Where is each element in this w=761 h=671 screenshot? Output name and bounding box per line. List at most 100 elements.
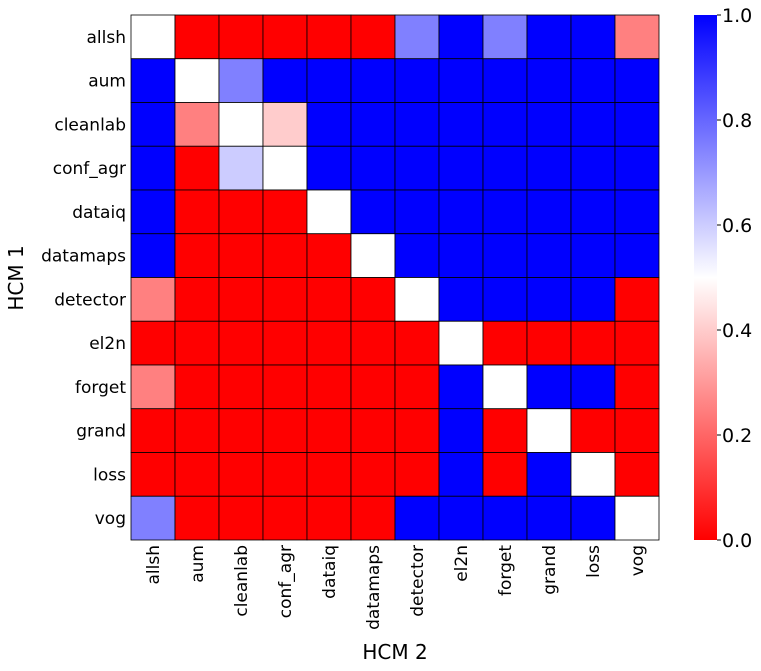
heatmap-cell-cleanlab-dataiq — [306, 102, 352, 147]
heatmap-cell-forget-forget — [482, 364, 528, 410]
heatmap-cell-aum-el2n — [438, 58, 484, 103]
heatmap-cell-conf_agr-detector — [394, 145, 440, 191]
heatmap-cell-forget-loss — [570, 364, 616, 410]
heatmap-cell-conf_agr-allsh — [130, 145, 176, 191]
heatmap-cell-datamaps-allsh — [130, 233, 176, 278]
heatmap-cell-forget-cleanlab — [218, 364, 264, 410]
heatmap-cell-loss-loss — [570, 452, 616, 497]
row-label-forget: forget — [75, 378, 126, 398]
column-label-conf_agr: conf_agr — [276, 545, 296, 618]
heatmap-cell-detector-dataiq — [306, 277, 352, 322]
heatmap-cell-aum-forget — [482, 58, 528, 103]
heatmap-cell-datamaps-dataiq — [306, 233, 352, 278]
heatmap-cell-grand-forget — [482, 408, 528, 453]
heatmap-cell-detector-detector — [394, 277, 440, 322]
heatmap-cell-vog-vog — [614, 495, 660, 541]
heatmap-cell-aum-dataiq — [306, 58, 352, 103]
heatmap-cell-datamaps-aum — [174, 233, 220, 278]
heatmap-cell-grand-cleanlab — [218, 408, 264, 453]
heatmap-cell-loss-grand — [526, 452, 572, 497]
heatmap-cell-vog-aum — [174, 495, 220, 541]
heatmap-cell-detector-el2n — [438, 277, 484, 322]
column-label-datamaps: datamaps — [364, 545, 384, 630]
heatmap-cell-dataiq-cleanlab — [218, 189, 264, 235]
heatmap-cell-dataiq-grand — [526, 189, 572, 235]
heatmap-cell-allsh-datamaps — [350, 14, 396, 60]
heatmap-cell-el2n-detector — [394, 320, 440, 366]
heatmap-cell-vog-dataiq — [306, 495, 352, 541]
row-label-aum: aum — [88, 72, 126, 92]
heatmap-cell-el2n-el2n — [438, 320, 484, 366]
heatmap-cell-grand-dataiq — [306, 408, 352, 453]
heatmap-cell-allsh-el2n — [438, 14, 484, 60]
column-label-forget: forget — [496, 545, 516, 596]
column-label-vog: vog — [628, 545, 648, 576]
heatmap-cell-cleanlab-aum — [174, 102, 220, 147]
heatmap-cell-allsh-detector — [394, 14, 440, 60]
heatmap-cell-detector-grand — [526, 277, 572, 322]
heatmap-cell-vog-conf_agr — [262, 495, 308, 541]
heatmap-cell-forget-el2n — [438, 364, 484, 410]
heatmap-cell-forget-datamaps — [350, 364, 396, 410]
column-label-grand: grand — [540, 545, 560, 595]
heatmap-cell-grand-detector — [394, 408, 440, 453]
heatmap-cell-vog-grand — [526, 495, 572, 541]
row-label-conf_agr: conf_agr — [53, 159, 126, 179]
heatmap-cell-cleanlab-conf_agr — [262, 102, 308, 147]
heatmap-cell-vog-forget — [482, 495, 528, 541]
colorbar-tick-label: 0.2 — [722, 425, 752, 447]
heatmap-cell-el2n-aum — [174, 320, 220, 366]
heatmap-cell-loss-detector — [394, 452, 440, 497]
row-label-allsh: allsh — [87, 28, 127, 48]
heatmap-cell-loss-dataiq — [306, 452, 352, 497]
heatmap-cell-vog-cleanlab — [218, 495, 264, 541]
heatmap-cell-allsh-cleanlab — [218, 14, 264, 60]
heatmap-cell-forget-conf_agr — [262, 364, 308, 410]
heatmap-cell-forget-grand — [526, 364, 572, 410]
colorbar-tick-label: 1.0 — [722, 5, 752, 27]
heatmap-cell-grand-aum — [174, 408, 220, 453]
heatmap-cell-conf_agr-loss — [570, 145, 616, 191]
heatmap-cell-allsh-allsh — [130, 14, 176, 60]
heatmap-cell-loss-aum — [174, 452, 220, 497]
column-label-loss: loss — [584, 545, 604, 578]
row-label-detector: detector — [54, 290, 126, 310]
heatmap-cell-datamaps-loss — [570, 233, 616, 278]
heatmap-cell-vog-el2n — [438, 495, 484, 541]
heatmap-cell-detector-cleanlab — [218, 277, 264, 322]
heatmap-cell-cleanlab-loss — [570, 102, 616, 147]
colorbar-ticks: 0.0 0.2 0.4 0.6 0.8 1.0 — [717, 5, 752, 552]
column-label-cleanlab: cleanlab — [232, 545, 252, 617]
heatmap-cell-cleanlab-forget — [482, 102, 528, 147]
heatmap-cell-el2n-cleanlab — [218, 320, 264, 366]
heatmap-cell-aum-datamaps — [350, 58, 396, 103]
heatmap-cell-aum-aum — [174, 58, 220, 103]
heatmap-cell-aum-loss — [570, 58, 616, 103]
heatmap-cell-allsh-loss — [570, 14, 616, 60]
heatmap-cell-dataiq-vog — [614, 189, 660, 235]
heatmap-cell-datamaps-forget — [482, 233, 528, 278]
heatmap-cell-datamaps-vog — [614, 233, 660, 278]
heatmap-cell-conf_agr-vog — [614, 145, 660, 191]
heatmap-cell-datamaps-datamaps — [350, 233, 396, 278]
heatmap-cell-conf_agr-dataiq — [306, 145, 352, 191]
column-label-allsh: allsh — [144, 545, 164, 585]
heatmap-cell-allsh-vog — [614, 14, 660, 60]
heatmap-cell-cleanlab-cleanlab — [218, 102, 264, 147]
column-label-detector: detector — [408, 545, 428, 617]
heatmap-cell-loss-datamaps — [350, 452, 396, 497]
heatmap-cell-cleanlab-allsh — [130, 102, 176, 147]
heatmap-cell-conf_agr-el2n — [438, 145, 484, 191]
heatmap-cell-cleanlab-vog — [614, 102, 660, 147]
heatmap-cell-allsh-forget — [482, 14, 528, 60]
column-label-el2n: el2n — [452, 545, 472, 582]
heatmap-cell-loss-vog — [614, 452, 660, 497]
heatmap-cell-detector-datamaps — [350, 277, 396, 322]
heatmap-cell-grand-grand — [526, 408, 572, 453]
heatmap-cell-conf_agr-aum — [174, 145, 220, 191]
heatmap-cell-el2n-dataiq — [306, 320, 352, 366]
heatmap-cell-forget-allsh — [130, 364, 176, 410]
row-label-grand: grand — [76, 422, 126, 442]
heatmap-cell-allsh-conf_agr — [262, 14, 308, 60]
